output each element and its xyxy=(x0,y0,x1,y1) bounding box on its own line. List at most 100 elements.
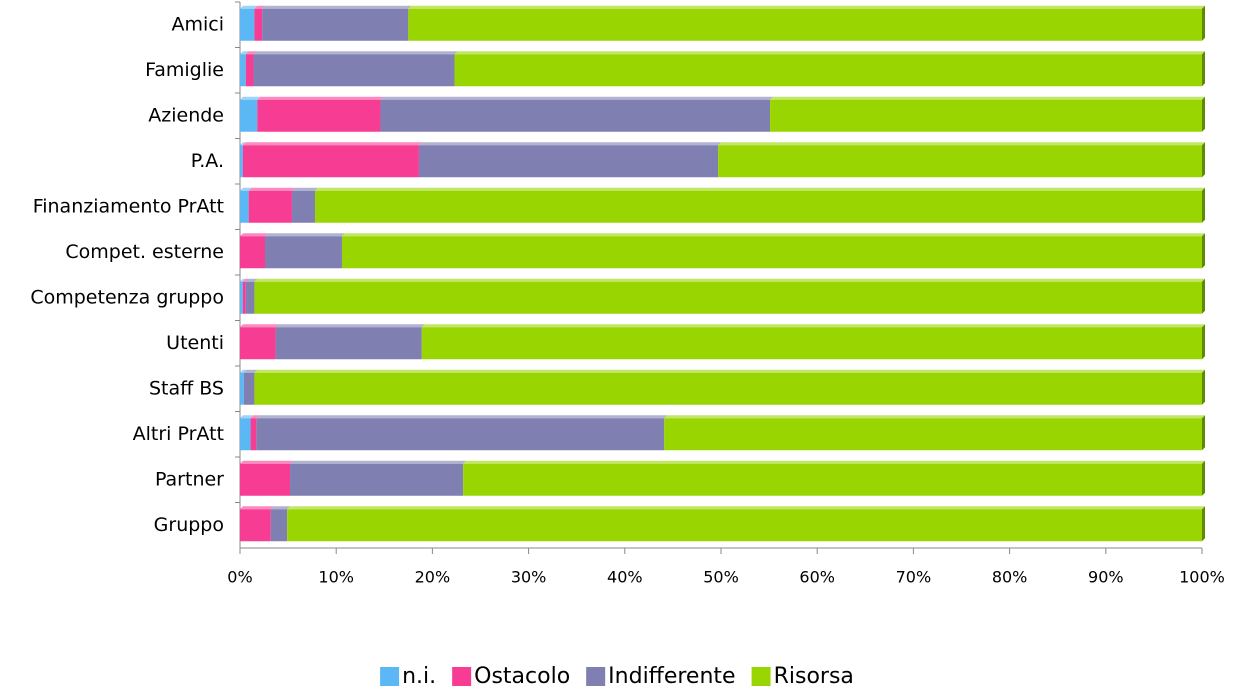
bar-end-face xyxy=(1202,96,1205,132)
bar-top-face xyxy=(243,369,258,373)
bar-segment xyxy=(240,372,244,405)
bar-top-face xyxy=(240,187,252,191)
bar-top-face xyxy=(718,142,1205,146)
bar-end-face xyxy=(1202,233,1205,269)
bar-segment xyxy=(718,145,1202,178)
bar-end-face xyxy=(1202,415,1205,451)
x-tick-label: 0% xyxy=(227,568,252,587)
bar-segment xyxy=(380,99,771,132)
bar-top-face xyxy=(240,506,274,510)
bar-end-face xyxy=(1202,324,1205,360)
bar-top-face xyxy=(770,96,1205,100)
bar-top-face xyxy=(240,233,269,237)
bar-top-face xyxy=(341,233,1205,237)
bar-top-face xyxy=(463,460,1206,464)
bar-segment xyxy=(256,418,665,451)
bar-top-face xyxy=(291,187,319,191)
bar-segment xyxy=(240,145,243,178)
x-tick-label: 60% xyxy=(799,568,835,587)
bar-segment xyxy=(287,509,1202,542)
y-tick-label: Compet. esterne xyxy=(65,241,224,263)
bar-top-face xyxy=(262,5,412,9)
y-tick-label: Staff BS xyxy=(149,377,224,399)
bar-segment xyxy=(253,54,455,87)
y-tick-label: Gruppo xyxy=(154,514,224,536)
bar-segment xyxy=(243,372,255,405)
bar-end-face xyxy=(1202,506,1205,542)
bar-top-face xyxy=(240,324,279,328)
bar-segment xyxy=(245,54,254,87)
bar-segment xyxy=(315,190,1202,223)
legend-swatch xyxy=(452,667,472,686)
legend-label: Ostacolo xyxy=(474,664,570,687)
bar-end-face xyxy=(1202,278,1205,314)
bar-end-face xyxy=(1202,187,1205,223)
bar-top-face xyxy=(380,96,774,100)
bar-end-face xyxy=(1202,460,1205,496)
x-tick-label: 90% xyxy=(1088,568,1124,587)
bar-end-face xyxy=(1202,142,1205,178)
y-tick-label: Aziende xyxy=(148,104,224,126)
bar-top-face xyxy=(256,415,668,419)
bar-end-face xyxy=(1202,369,1205,405)
x-tick-label: 20% xyxy=(415,568,451,587)
bar-top-face xyxy=(421,324,1205,328)
bar-top-face xyxy=(664,415,1205,419)
legend-swatch xyxy=(751,667,771,686)
bar-segment xyxy=(270,509,288,542)
bar-segment xyxy=(242,145,419,178)
bar-top-face xyxy=(240,460,294,464)
bar-segment xyxy=(254,281,1202,314)
bar-top-face xyxy=(254,278,1205,282)
bar-end-face xyxy=(1202,51,1205,87)
legend-swatch xyxy=(380,667,400,686)
bar-top-face xyxy=(242,278,249,282)
bar-top-face xyxy=(408,5,1206,9)
bar-segment xyxy=(421,327,1202,360)
bar-segment xyxy=(254,372,1202,405)
bar-top-face xyxy=(242,142,422,146)
bar-top-face xyxy=(253,51,458,55)
x-tick-label: 80% xyxy=(992,568,1028,587)
legend-label: Indifferente xyxy=(608,664,735,687)
bar-top-face xyxy=(254,369,1205,373)
bar-segment xyxy=(257,99,381,132)
bar-segment xyxy=(248,190,292,223)
bar-top-face xyxy=(418,142,722,146)
x-tick-label: 100% xyxy=(1179,568,1225,587)
bar-segment xyxy=(290,463,464,496)
bar-top-face xyxy=(257,96,384,100)
bar-top-face xyxy=(454,51,1205,55)
y-tick-label: P.A. xyxy=(191,150,224,172)
bar-top-face xyxy=(240,278,246,282)
bar-segment xyxy=(240,281,243,314)
bar-segment xyxy=(240,54,246,87)
bar-segment xyxy=(664,418,1202,451)
bar-top-face xyxy=(240,96,261,100)
bar-segment xyxy=(341,236,1202,269)
y-tick-label: Utenti xyxy=(166,332,224,354)
bar-segment xyxy=(254,8,263,41)
bar-top-face xyxy=(248,187,295,191)
y-tick-label: Amici xyxy=(171,13,224,35)
x-tick-label: 70% xyxy=(896,568,932,587)
bar-segment xyxy=(418,145,719,178)
bar-top-face xyxy=(240,369,247,373)
y-tick-label: Famiglie xyxy=(145,59,224,81)
x-tick-label: 30% xyxy=(511,568,547,587)
bar-segment xyxy=(408,8,1203,41)
bar-top-face xyxy=(290,460,467,464)
bar-top-face xyxy=(240,142,246,146)
bar-segment xyxy=(240,327,276,360)
bar-top-face xyxy=(315,187,1205,191)
bar-segment xyxy=(240,99,258,132)
bar-segment xyxy=(250,418,257,451)
bar-segment xyxy=(265,236,342,269)
bar-top-face xyxy=(287,506,1205,510)
x-tick-label: 10% xyxy=(318,568,354,587)
bar-segment xyxy=(240,463,291,496)
legend-label: Risorsa xyxy=(774,664,854,687)
bar-top-face xyxy=(240,415,254,419)
x-tick-label: 40% xyxy=(607,568,643,587)
